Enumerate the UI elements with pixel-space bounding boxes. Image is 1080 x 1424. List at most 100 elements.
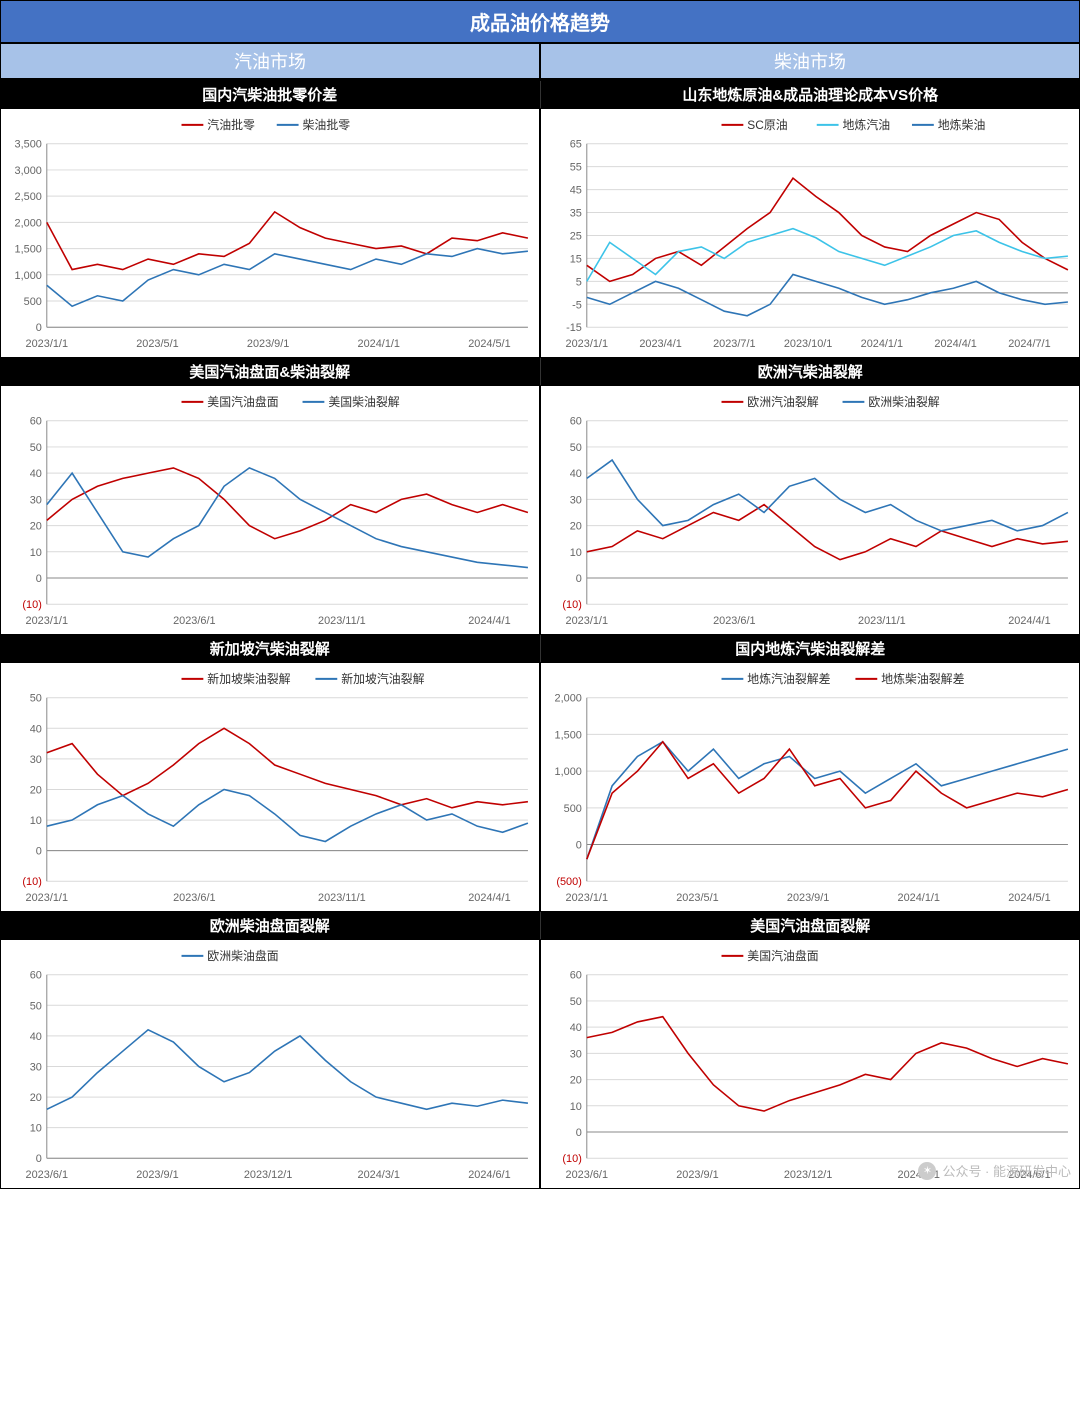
chart-cell: (10)01020304050602023/6/12023/9/12023/12… <box>540 939 1080 1189</box>
svg-text:1,000: 1,000 <box>555 766 582 778</box>
svg-text:2023/7/1: 2023/7/1 <box>713 338 755 350</box>
svg-text:2023/1/1: 2023/1/1 <box>566 615 608 627</box>
svg-text:欧洲汽油裂解: 欧洲汽油裂解 <box>747 395 818 409</box>
svg-text:2024/7/1: 2024/7/1 <box>1008 338 1050 350</box>
svg-text:20: 20 <box>30 784 42 796</box>
svg-text:40: 40 <box>30 723 42 735</box>
svg-text:50: 50 <box>30 442 42 454</box>
chart-svg: (500)05001,0001,5002,0002023/1/12023/5/1… <box>541 663 1079 911</box>
svg-text:(10): (10) <box>562 599 581 611</box>
svg-text:2023/5/1: 2023/5/1 <box>136 338 178 350</box>
svg-text:(10): (10) <box>562 1153 581 1165</box>
chart-title-right: 国内地炼汽柴油裂解差 <box>541 635 1080 662</box>
svg-text:30: 30 <box>570 494 582 506</box>
svg-text:2024/5/1: 2024/5/1 <box>468 338 510 350</box>
svg-text:50: 50 <box>30 693 42 705</box>
chart-svg: 05001,0001,5002,0002,5003,0003,5002023/1… <box>1 109 539 357</box>
svg-text:(10): (10) <box>22 599 41 611</box>
svg-text:-5: -5 <box>572 299 582 311</box>
chart-cell: 01020304050602023/6/12023/9/12023/12/120… <box>0 939 540 1189</box>
svg-text:50: 50 <box>30 1000 42 1012</box>
svg-text:2023/9/1: 2023/9/1 <box>676 1169 718 1181</box>
svg-text:(10): (10) <box>22 876 41 888</box>
svg-text:-15: -15 <box>566 322 582 334</box>
wechat-icon: ✶ <box>918 1162 936 1180</box>
svg-text:60: 60 <box>30 970 42 982</box>
watermark: ✶公众号 · 能源研发中心 <box>918 1161 1071 1180</box>
svg-text:5: 5 <box>576 276 582 288</box>
svg-text:2024/1/1: 2024/1/1 <box>898 892 940 904</box>
chart-cell: -15-551525354555652023/1/12023/4/12023/7… <box>540 108 1080 358</box>
svg-text:1,500: 1,500 <box>15 244 42 256</box>
svg-text:60: 60 <box>570 416 582 428</box>
svg-text:50: 50 <box>570 996 582 1008</box>
charts-grid: 国内汽柴油批零价差山东地炼原油&成品油理论成本VS价格05001,0001,50… <box>0 81 1080 1189</box>
svg-text:柴油批零: 柴油批零 <box>303 118 351 132</box>
chart-svg: 01020304050602023/6/12023/9/12023/12/120… <box>1 940 539 1188</box>
svg-text:50: 50 <box>570 442 582 454</box>
svg-text:2023/6/1: 2023/6/1 <box>566 1169 608 1181</box>
svg-text:45: 45 <box>570 185 582 197</box>
chart-cell: (10)010203040502023/1/12023/6/12023/11/1… <box>0 662 540 912</box>
svg-text:1,500: 1,500 <box>555 729 582 741</box>
svg-text:地炼汽油裂解差: 地炼汽油裂解差 <box>747 672 830 686</box>
svg-text:20: 20 <box>30 1092 42 1104</box>
svg-text:40: 40 <box>570 468 582 480</box>
svg-text:2023/1/1: 2023/1/1 <box>26 892 68 904</box>
svg-text:20: 20 <box>570 521 582 533</box>
svg-text:新加坡柴油裂解: 新加坡柴油裂解 <box>207 672 290 686</box>
svg-text:0: 0 <box>576 1127 582 1139</box>
svg-text:(500): (500) <box>556 876 581 888</box>
svg-text:10: 10 <box>30 547 42 559</box>
svg-text:2023/9/1: 2023/9/1 <box>787 892 829 904</box>
chart-title-left: 新加坡汽柴油裂解 <box>0 635 541 662</box>
svg-text:2024/4/1: 2024/4/1 <box>934 338 976 350</box>
svg-text:汽油批零: 汽油批零 <box>207 118 255 132</box>
svg-text:0: 0 <box>576 840 582 852</box>
svg-text:地炼柴油裂解差: 地炼柴油裂解差 <box>881 672 964 686</box>
svg-text:40: 40 <box>30 468 42 480</box>
svg-text:0: 0 <box>36 1153 42 1165</box>
svg-text:2024/4/1: 2024/4/1 <box>468 615 510 627</box>
svg-text:10: 10 <box>30 1123 42 1135</box>
svg-text:2023/6/1: 2023/6/1 <box>713 615 755 627</box>
svg-text:500: 500 <box>24 296 42 308</box>
svg-text:2024/4/1: 2024/4/1 <box>468 892 510 904</box>
svg-text:60: 60 <box>570 970 582 982</box>
svg-text:2023/6/1: 2023/6/1 <box>173 892 215 904</box>
svg-text:15: 15 <box>570 253 582 265</box>
svg-text:30: 30 <box>30 494 42 506</box>
svg-text:1,000: 1,000 <box>15 270 42 282</box>
svg-text:55: 55 <box>570 162 582 174</box>
svg-text:40: 40 <box>30 1031 42 1043</box>
svg-text:0: 0 <box>36 322 42 334</box>
svg-text:欧洲柴油裂解: 欧洲柴油裂解 <box>868 395 939 409</box>
svg-text:2023/12/1: 2023/12/1 <box>784 1169 833 1181</box>
svg-text:25: 25 <box>570 230 582 242</box>
svg-text:40: 40 <box>570 1022 582 1034</box>
svg-text:20: 20 <box>570 1075 582 1087</box>
chart-title-left: 国内汽柴油批零价差 <box>0 81 541 108</box>
chart-cell: 05001,0001,5002,0002,5003,0003,5002023/1… <box>0 108 540 358</box>
left-market-header: 汽油市场 <box>0 43 540 79</box>
chart-title-right: 欧洲汽柴油裂解 <box>541 358 1080 385</box>
svg-text:美国柴油裂解: 美国柴油裂解 <box>328 395 399 409</box>
chart-title-right: 美国汽油盘面裂解 <box>541 912 1080 939</box>
svg-text:2023/11/1: 2023/11/1 <box>318 892 366 904</box>
chart-cell: (10)01020304050602023/1/12023/6/12023/11… <box>540 385 1080 635</box>
svg-text:2023/1/1: 2023/1/1 <box>26 338 68 350</box>
svg-text:欧洲柴油盘面: 欧洲柴油盘面 <box>207 949 278 963</box>
svg-text:新加坡汽油裂解: 新加坡汽油裂解 <box>341 672 424 686</box>
svg-text:2023/1/1: 2023/1/1 <box>566 892 608 904</box>
chart-svg: (10)01020304050602023/1/12023/6/12023/11… <box>541 386 1079 634</box>
svg-text:0: 0 <box>36 846 42 858</box>
chart-title-right: 山东地炼原油&成品油理论成本VS价格 <box>541 81 1080 108</box>
svg-text:500: 500 <box>564 803 582 815</box>
main-title: 成品油价格趋势 <box>0 0 1080 43</box>
svg-text:30: 30 <box>30 1061 42 1073</box>
svg-text:30: 30 <box>570 1048 582 1060</box>
svg-text:SC原油: SC原油 <box>747 118 787 132</box>
svg-text:2024/5/1: 2024/5/1 <box>1008 892 1050 904</box>
svg-text:2024/1/1: 2024/1/1 <box>358 338 400 350</box>
svg-text:2024/4/1: 2024/4/1 <box>1008 615 1050 627</box>
